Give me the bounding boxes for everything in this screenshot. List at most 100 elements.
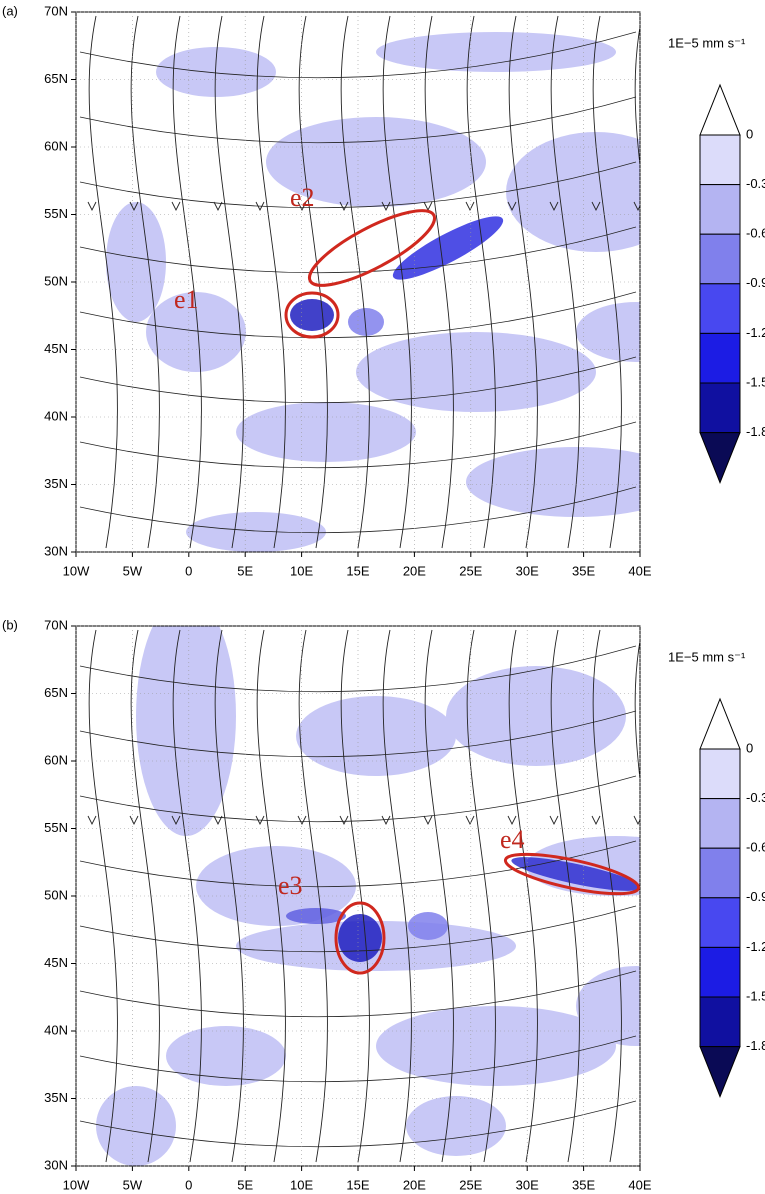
precip-core bbox=[511, 857, 640, 891]
streamline bbox=[79, 645, 637, 693]
streamline bbox=[79, 970, 637, 1018]
precip-core bbox=[392, 216, 504, 280]
streamline bbox=[79, 161, 637, 209]
y-tick-label: 30N bbox=[44, 1157, 68, 1172]
streamline-arrow bbox=[87, 201, 97, 212]
streamline bbox=[550, 629, 580, 1163]
colorbar-box bbox=[699, 748, 741, 800]
colorbar-box bbox=[699, 184, 741, 235]
x-tick-label: 20E bbox=[403, 1177, 426, 1192]
streamline-arrow bbox=[633, 815, 640, 826]
precip-region bbox=[446, 666, 626, 766]
colorbar-box bbox=[699, 382, 741, 434]
x-tick-label: 5E bbox=[237, 563, 253, 578]
x-tick-label: 25E bbox=[459, 1177, 482, 1192]
precip-region bbox=[266, 117, 486, 207]
annotation: e4 bbox=[500, 825, 525, 854]
streamline bbox=[79, 226, 637, 274]
y-tick-label: 70N bbox=[44, 617, 68, 632]
streamline bbox=[79, 1035, 637, 1083]
colorbar-label: 0 bbox=[746, 126, 753, 141]
colorbar-box bbox=[699, 847, 741, 899]
x-tick-label: 0 bbox=[185, 563, 192, 578]
y-tick-label: 40N bbox=[44, 408, 68, 423]
colorbar-label: -0.9 bbox=[746, 275, 765, 290]
x-tick-label: 10E bbox=[290, 1177, 313, 1192]
precip-region bbox=[166, 1026, 286, 1086]
precip-core bbox=[338, 914, 382, 962]
colorbar-box bbox=[699, 946, 741, 998]
streamline bbox=[550, 15, 580, 549]
streamline bbox=[130, 629, 160, 1163]
map-area bbox=[76, 626, 640, 1166]
streamline bbox=[466, 15, 496, 549]
y-tick-label: 50N bbox=[44, 273, 68, 288]
x-tick-label: 30E bbox=[516, 1177, 539, 1192]
x-tick-label: 20E bbox=[403, 563, 426, 578]
streamline-arrow bbox=[87, 815, 97, 826]
annotation: e1 bbox=[174, 285, 199, 314]
streamline-arrow bbox=[339, 815, 349, 826]
y-tick-label: 65N bbox=[44, 685, 68, 700]
precip-region bbox=[376, 1006, 616, 1086]
streamline bbox=[79, 710, 637, 758]
precip-region bbox=[96, 1086, 176, 1166]
colorbar-label: -1.2 bbox=[746, 325, 765, 340]
streamline-arrow bbox=[591, 815, 601, 826]
colorbar-box bbox=[699, 798, 741, 849]
x-tick-label: 10E bbox=[290, 563, 313, 578]
streamline bbox=[79, 486, 637, 534]
colorbar-top-arrow bbox=[699, 83, 741, 136]
streamline bbox=[508, 15, 538, 549]
streamline-arrow bbox=[213, 201, 223, 212]
streamline-arrow bbox=[255, 201, 265, 212]
x-tick-label: 15E bbox=[346, 1177, 369, 1192]
precip-region bbox=[466, 447, 640, 517]
streamline-arrow bbox=[507, 201, 517, 212]
y-tick-label: 30N bbox=[44, 543, 68, 558]
x-tick-label: 5W bbox=[123, 1177, 143, 1192]
map-panel: (a) 10W 5W 0 5E 10E 15E 20E 25E 30E 35E 40E 70N 65N 60… bbox=[2, 3, 765, 578]
streamline bbox=[214, 629, 244, 1163]
colorbar-label: -0.9 bbox=[746, 889, 765, 904]
streamline-arrow bbox=[549, 815, 559, 826]
streamline bbox=[130, 15, 160, 549]
streamline bbox=[508, 629, 538, 1163]
streamline-arrow bbox=[381, 201, 391, 212]
precip-region bbox=[576, 966, 640, 1046]
colorbar-box bbox=[699, 332, 741, 384]
streamline-arrow bbox=[633, 201, 640, 212]
x-tick-label: 25E bbox=[459, 563, 482, 578]
x-tick-label: 35E bbox=[572, 563, 595, 578]
colorbar-label: -1.8 bbox=[746, 1038, 765, 1053]
colorbar-label: -0.6 bbox=[746, 840, 765, 855]
streamline bbox=[382, 15, 412, 549]
y-tick-label: 50N bbox=[44, 887, 68, 902]
colorbar-label: -1.8 bbox=[746, 424, 765, 439]
streamline bbox=[88, 15, 118, 549]
streamline-arrow bbox=[423, 815, 433, 826]
panel-label: (b) bbox=[2, 617, 18, 632]
x-tick-label: 35E bbox=[572, 1177, 595, 1192]
streamline bbox=[592, 15, 622, 549]
streamline bbox=[79, 775, 637, 823]
streamline-arrow bbox=[171, 201, 181, 212]
streamline bbox=[466, 629, 496, 1163]
y-tick-label: 45N bbox=[44, 955, 68, 970]
precip-region bbox=[406, 1096, 506, 1156]
precip-core bbox=[286, 908, 346, 924]
x-tick-label: 40E bbox=[628, 563, 651, 578]
precip-core bbox=[408, 912, 448, 940]
x-tick-label: 10W bbox=[63, 1177, 90, 1192]
colorbar-label: -0.6 bbox=[746, 226, 765, 241]
y-tick-label: 55N bbox=[44, 820, 68, 835]
streamline-arrow bbox=[465, 815, 475, 826]
precip-region bbox=[376, 32, 616, 72]
streamline bbox=[424, 15, 454, 549]
streamline bbox=[424, 629, 454, 1163]
colorbar-box bbox=[699, 283, 741, 334]
streamline-arrow bbox=[549, 201, 559, 212]
x-tick-label: 40E bbox=[628, 1177, 651, 1192]
precip-region bbox=[106, 202, 166, 322]
streamline-arrow bbox=[171, 815, 181, 826]
